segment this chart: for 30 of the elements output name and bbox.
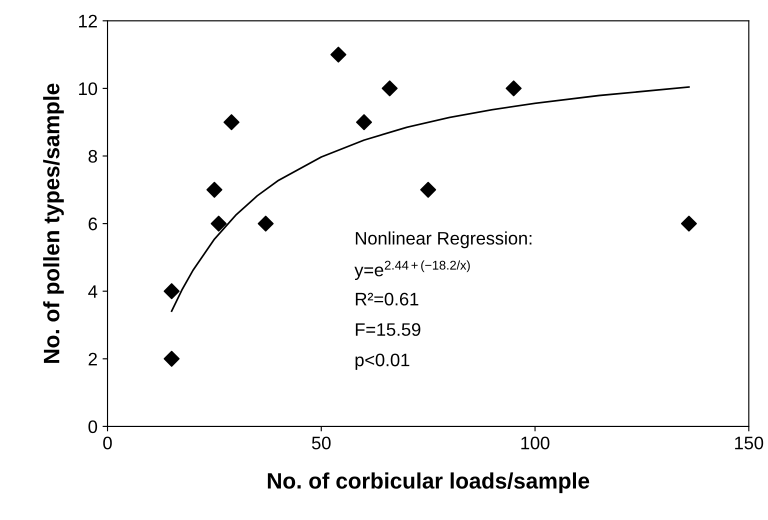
point bbox=[680, 216, 697, 232]
x-tick-label: 100 bbox=[521, 436, 550, 450]
point bbox=[164, 350, 180, 367]
y-axis-title: No. of pollen types/sample bbox=[43, 84, 64, 363]
y-tick-label: 8 bbox=[88, 150, 98, 163]
point bbox=[382, 80, 398, 96]
y-tick-label: 0 bbox=[88, 420, 98, 434]
x-tick-label: 0 bbox=[103, 436, 112, 450]
x-tick-label: 150 bbox=[735, 436, 764, 450]
x-axis-title: No. of corbicular loads/sample bbox=[268, 472, 590, 494]
y-tick-label: 10 bbox=[79, 82, 98, 96]
annotation: y=e$^{2.44+(−18.2/x)}$ bbox=[354, 260, 470, 280]
annotation: R²=0.61 bbox=[356, 292, 418, 306]
y-tick-label: 4 bbox=[88, 285, 98, 298]
point bbox=[420, 182, 436, 198]
y-tick-label: 2 bbox=[88, 352, 97, 366]
point bbox=[164, 283, 180, 300]
point bbox=[330, 46, 346, 63]
point bbox=[258, 216, 274, 232]
point bbox=[506, 80, 522, 96]
y-tick-label: 6 bbox=[88, 218, 98, 230]
point bbox=[210, 216, 227, 232]
point bbox=[206, 182, 222, 198]
point bbox=[356, 114, 372, 130]
point bbox=[224, 114, 240, 130]
y-tick-label: 12 bbox=[79, 14, 97, 28]
x-tick-label: 50 bbox=[312, 436, 331, 450]
annotation: Nonlinear Regression: bbox=[356, 231, 532, 248]
annotation: p<0.01 bbox=[356, 354, 410, 370]
annotation: F=15.59 bbox=[356, 323, 420, 336]
